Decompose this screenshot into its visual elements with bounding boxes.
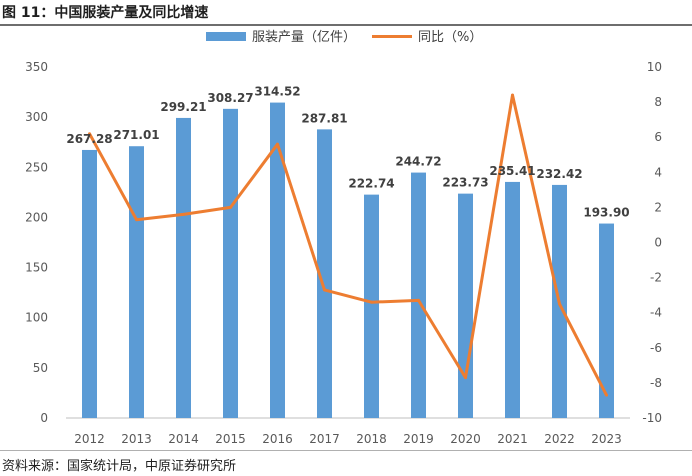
yoy-point-2015 bbox=[229, 205, 232, 209]
bar-label-2014: 299.21 bbox=[160, 100, 206, 114]
y-left-tick: 350 bbox=[25, 60, 48, 74]
bar-2015 bbox=[223, 108, 238, 418]
y-right-tick: 6 bbox=[654, 130, 662, 144]
bar-2020 bbox=[458, 193, 473, 418]
source-divider bbox=[0, 450, 692, 451]
bar-label-2012: 267.28 bbox=[66, 132, 112, 146]
yoy-point-2020 bbox=[464, 376, 467, 380]
left-axis-ticks: 0 50 100 150 200 250 300 350 bbox=[25, 60, 48, 425]
y-left-tick: 250 bbox=[25, 160, 48, 174]
bar-2016 bbox=[270, 102, 285, 419]
y-right-tick: -10 bbox=[642, 411, 662, 425]
x-tick: 2020 bbox=[450, 432, 481, 446]
yoy-point-2018 bbox=[370, 300, 373, 304]
bar-label-2016: 314.52 bbox=[254, 85, 300, 99]
y-right-tick: 8 bbox=[654, 95, 662, 109]
yoy-point-2019 bbox=[417, 298, 420, 302]
bar-label-2022: 232.42 bbox=[536, 167, 582, 181]
x-tick: 2018 bbox=[356, 432, 387, 446]
bar-label-2021: 235.41 bbox=[489, 164, 535, 178]
legend-line-label: 同比（%） bbox=[418, 30, 482, 45]
bar-2012 bbox=[82, 149, 97, 418]
y-left-tick: 150 bbox=[25, 261, 48, 275]
bar-2014 bbox=[176, 117, 191, 418]
x-tick: 2017 bbox=[309, 432, 340, 446]
bar-2013 bbox=[129, 146, 144, 418]
yoy-point-2012 bbox=[88, 132, 91, 136]
y-left-tick: 100 bbox=[25, 311, 48, 325]
yoy-line bbox=[88, 93, 608, 397]
x-tick: 2015 bbox=[215, 432, 246, 446]
bar-2023 bbox=[599, 223, 614, 418]
x-axis-ticks: 2012 2013 2014 2015 2016 2017 2018 2019 2020 2021… bbox=[74, 432, 622, 446]
y-right-tick: 2 bbox=[654, 200, 662, 214]
y-right-tick: 4 bbox=[654, 165, 662, 179]
yoy-point-2022 bbox=[558, 302, 561, 306]
x-tick: 2023 bbox=[591, 432, 622, 446]
x-tick: 2022 bbox=[544, 432, 575, 446]
bar-label-2020: 223.73 bbox=[442, 176, 488, 190]
yoy-point-2023 bbox=[605, 393, 608, 397]
x-tick: 2019 bbox=[403, 432, 434, 446]
bars bbox=[82, 102, 614, 419]
bar-label-2023: 193.90 bbox=[583, 206, 629, 220]
y-left-tick: 300 bbox=[25, 110, 48, 124]
x-tick: 2021 bbox=[497, 432, 528, 446]
bar-2019 bbox=[411, 172, 426, 418]
yoy-point-2016 bbox=[276, 142, 279, 146]
x-tick: 2013 bbox=[121, 432, 152, 446]
y-right-tick: -6 bbox=[650, 341, 662, 355]
chart-title: 图 11：中国服装产量及同比增速 bbox=[2, 5, 209, 21]
bar-label-2017: 287.81 bbox=[301, 111, 347, 125]
legend-bar-label: 服装产量（亿件） bbox=[252, 30, 356, 45]
bar-2021 bbox=[505, 181, 520, 418]
y-right-tick: -4 bbox=[650, 306, 662, 320]
y-right-tick: -8 bbox=[650, 376, 662, 390]
bar-label-2013: 271.01 bbox=[113, 128, 159, 142]
y-right-tick: 10 bbox=[647, 60, 662, 74]
x-tick: 2012 bbox=[74, 432, 105, 446]
y-right-tick: 0 bbox=[654, 236, 662, 250]
yoy-point-2017 bbox=[323, 288, 326, 292]
y-right-tick: -2 bbox=[650, 271, 662, 285]
bar-2018 bbox=[364, 194, 379, 418]
title-bar: 图 11：中国服装产量及同比增速 bbox=[0, 0, 692, 26]
bar-2017 bbox=[317, 129, 332, 419]
bar-label-2019: 244.72 bbox=[395, 155, 441, 169]
yoy-point-2021 bbox=[511, 93, 514, 97]
yoy-point-2014 bbox=[182, 212, 185, 216]
legend: 服装产量（亿件） 同比（%） bbox=[206, 30, 482, 45]
x-tick: 2014 bbox=[168, 432, 199, 446]
yoy-line-path bbox=[88, 93, 608, 396]
legend-bar-swatch bbox=[206, 32, 246, 41]
y-left-tick: 200 bbox=[25, 210, 48, 224]
y-left-tick: 0 bbox=[40, 411, 48, 425]
right-axis-ticks: -10 -8 -6 -4 -2 0 2 4 6 8 10 bbox=[642, 60, 662, 425]
bar-label-2015: 308.27 bbox=[207, 91, 253, 105]
bar-label-2018: 222.74 bbox=[348, 177, 394, 191]
yoy-point-2013 bbox=[135, 218, 138, 222]
source-note: 资料来源：国家统计局，中原证券研究所 bbox=[2, 459, 237, 474]
y-left-tick: 50 bbox=[33, 361, 48, 375]
x-tick: 2016 bbox=[262, 432, 293, 446]
